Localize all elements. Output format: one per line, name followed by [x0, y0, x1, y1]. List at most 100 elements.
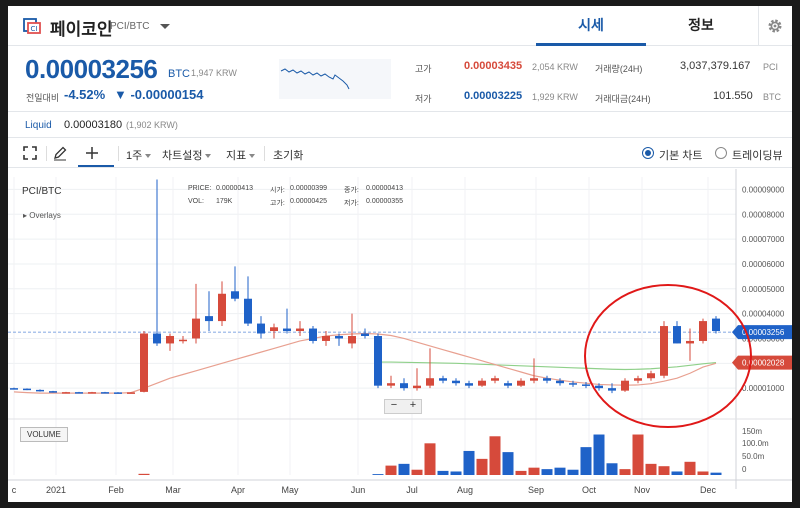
- candle-body: [296, 328, 304, 332]
- basic-chart-radio[interactable]: [642, 147, 654, 159]
- candle-body: [452, 380, 460, 384]
- candle-body: [205, 316, 213, 322]
- volume-bar: [580, 447, 592, 475]
- candle-body: [608, 388, 616, 391]
- exchange-name[interactable]: Liquid: [25, 120, 52, 131]
- volume-bar: [424, 443, 436, 475]
- candle-body: [478, 380, 486, 386]
- chart-canvas[interactable]: 0.00009000 0.00008000 0.00007000 0.00006000…: [8, 169, 792, 502]
- volume-bar: [697, 471, 709, 475]
- zoom-out-button[interactable]: −: [390, 399, 398, 411]
- candle-body: [101, 392, 109, 394]
- volume-bar: [710, 472, 722, 475]
- x-tick-label: Nov: [634, 485, 651, 495]
- volume-tick-label: 0: [742, 465, 747, 474]
- candle-body: [465, 383, 473, 386]
- volume-tick-label: 50.0m: [742, 452, 765, 461]
- candle-body: [439, 378, 447, 381]
- current-price: 0.00003256: [25, 54, 158, 84]
- interval-select[interactable]: 1주: [126, 147, 152, 163]
- basic-chart-label[interactable]: 기본 차트: [659, 150, 703, 162]
- tradingview-radio[interactable]: [715, 147, 727, 159]
- pencil-icon[interactable]: [52, 145, 68, 161]
- fullscreen-icon[interactable]: [22, 145, 38, 161]
- y-tick-label: 0.00001000: [742, 384, 785, 393]
- candle-body: [595, 385, 603, 389]
- indicators-menu[interactable]: 지표: [226, 147, 256, 163]
- candle-body: [556, 380, 564, 384]
- ohlc-price-label: PRICE:: [188, 185, 212, 192]
- ma-long-line: [378, 361, 717, 371]
- ohlc-open-label: 시가:: [270, 187, 285, 194]
- candle-body: [192, 318, 200, 339]
- gear-icon[interactable]: [765, 16, 785, 36]
- candle-body: [348, 335, 356, 344]
- candle-body: [309, 328, 317, 341]
- exchange-price: 0.00003180: [64, 119, 123, 131]
- overlays-toggle[interactable]: ▸ Overlays: [23, 211, 61, 220]
- chart-pair-label: PCI/BTC: [22, 186, 62, 197]
- candle-body: [23, 388, 31, 391]
- volume-bar: [541, 469, 553, 475]
- x-tick-label: Jun: [351, 485, 366, 495]
- candle-body: [88, 392, 96, 394]
- price-chart[interactable]: 0.00009000 0.00008000 0.00007000 0.00006000…: [8, 169, 792, 502]
- candle-body: [335, 335, 343, 339]
- volume-bar: [515, 470, 527, 475]
- volume-bar: [645, 463, 657, 475]
- candle-body: [387, 383, 395, 386]
- volume-bar: [658, 466, 670, 475]
- current-price-tag: 0.00003256: [742, 328, 785, 337]
- candle-body: [374, 335, 382, 386]
- toolbar-divider: [118, 146, 119, 161]
- low-label: 저가: [415, 94, 432, 104]
- candle-body: [530, 378, 538, 381]
- y-tick-label: 0.00004000: [742, 310, 785, 319]
- x-tick-label: c: [12, 485, 17, 495]
- candle-body: [634, 378, 642, 381]
- candle-body: [491, 378, 499, 381]
- reset-button[interactable]: 초기화: [273, 150, 304, 162]
- amount-value: 101.550: [713, 90, 753, 102]
- y-tick-label: 0.00008000: [742, 210, 785, 219]
- volume-bar: [476, 458, 488, 475]
- candle-body: [322, 335, 330, 341]
- crosshair-icon[interactable]: [84, 145, 100, 161]
- x-tick-label: Apr: [231, 485, 245, 495]
- header: CI 페이코인 PCI/BTC 시세 정보: [8, 6, 792, 46]
- candle-body: [244, 298, 252, 324]
- x-tick-label: May: [281, 485, 299, 495]
- candle-body: [10, 388, 18, 390]
- high-value: 0.00003435: [464, 60, 523, 72]
- candle-body: [257, 323, 265, 334]
- ohlc-vol-value: 179K: [216, 198, 233, 205]
- ohlc-low-label: 저가:: [344, 200, 359, 207]
- tab-quote[interactable]: 시세: [536, 6, 646, 46]
- app-window: CI 페이코인 PCI/BTC 시세 정보 0.00003256 BTC 1,9…: [8, 6, 792, 502]
- y-tick-label: 0.00009000: [742, 185, 785, 194]
- highlight-circle: [584, 284, 752, 428]
- volume-bar: [138, 473, 150, 475]
- chart-settings-menu[interactable]: 차트설정: [162, 147, 212, 163]
- ohlc-high-label: 고가:: [270, 200, 285, 207]
- coin-dropdown-icon[interactable]: [158, 19, 172, 33]
- tradingview-label[interactable]: 트레이딩뷰: [732, 150, 783, 162]
- zoom-in-button[interactable]: +: [409, 399, 417, 411]
- ma-price-tag-bg: [732, 355, 792, 370]
- candle-body: [621, 380, 629, 391]
- candle-body: [686, 340, 694, 344]
- candle-body: [114, 392, 122, 394]
- volume-bar: [528, 467, 540, 475]
- tab-info[interactable]: 정보: [688, 17, 714, 33]
- ohlc-close-label: 종가:: [344, 187, 359, 194]
- volume-bar: [671, 471, 683, 475]
- coin-pair: PCI/BTC: [110, 21, 150, 32]
- candle-body: [153, 333, 161, 344]
- high-label: 고가: [415, 64, 432, 74]
- candle-body: [140, 333, 148, 392]
- price-krw: 1,947 KRW: [191, 68, 237, 78]
- candle-body: [36, 389, 44, 392]
- ohlc-low-value: 0.00000355: [366, 198, 403, 205]
- candle-body: [166, 335, 174, 344]
- x-tick-label: Jul: [406, 485, 418, 495]
